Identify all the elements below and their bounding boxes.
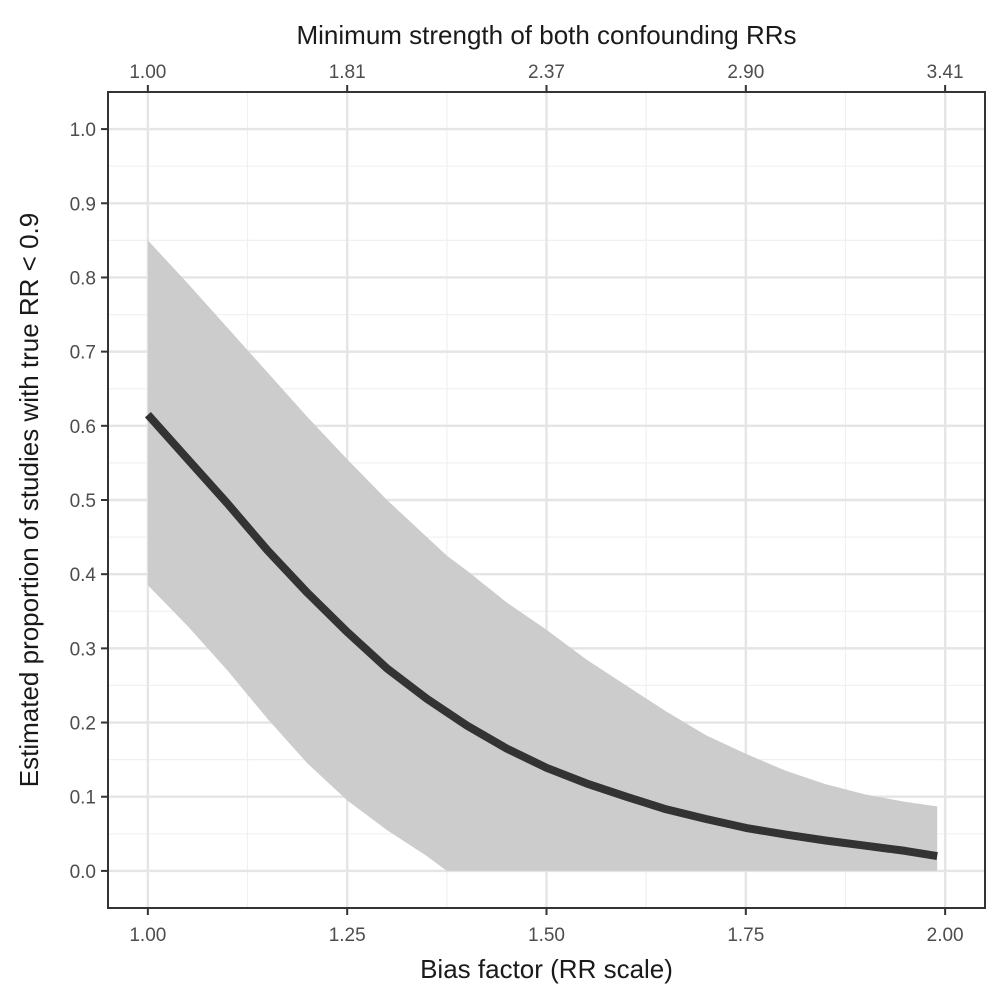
y-tick-label: 0.4 [70,565,97,586]
secondary-x-tick-label: 3.41 [927,62,964,83]
x-tick-label: 1.00 [129,925,166,946]
y-tick-label: 0.8 [70,268,96,289]
y-tick-label: 0.1 [70,788,96,809]
x-tick-label: 1.25 [329,925,366,946]
estimate-line-layer [144,412,938,861]
x-axis-title: Bias factor (RR scale) [420,954,673,984]
secondary-x-tick-label: 2.90 [727,62,764,83]
x-tick-label: 1.75 [727,925,764,946]
secondary-x-tick-label: 1.00 [129,62,166,83]
estimate-line [144,412,938,861]
x-tick-label: 2.00 [927,925,964,946]
y-tick-label: 0.9 [70,194,96,215]
y-axis-title: Estimated proportion of studies with tru… [14,213,44,787]
axis-layer: 1.00 1.25 1.50 1.75 2.00 1.00 1.81 2.37 2.90 3.41… [70,62,964,946]
secondary-x-tick-label: 2.37 [528,62,565,83]
y-tick-label: 0.3 [70,639,96,660]
y-tick-label: 0.2 [70,714,96,735]
confidence-band-layer [147,240,938,871]
secondary-x-tick-label: 1.81 [329,62,366,83]
confidence-band [147,240,938,871]
y-tick-label: 0.0 [70,862,96,883]
y-tick-label: 1.0 [70,120,96,141]
x-tick-label: 1.50 [528,925,565,946]
y-tick-label: 0.6 [70,417,96,438]
y-tick-label: 0.5 [70,491,96,512]
secondary-x-axis-title: Minimum strength of both confounding RRs [296,20,796,50]
y-tick-label: 0.7 [70,343,96,364]
